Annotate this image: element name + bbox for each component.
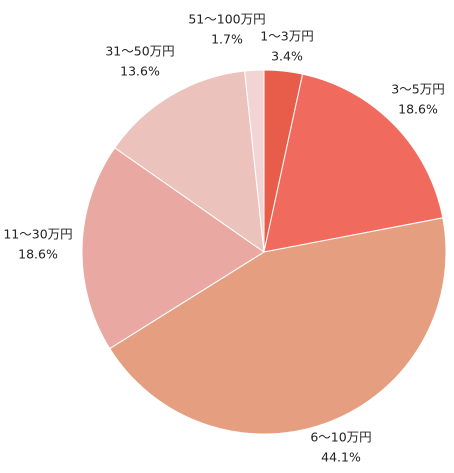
slice-value-label: 1.7%	[211, 32, 243, 47]
slice-value-label: 3.4%	[271, 49, 303, 64]
slice-value-label: 18.6%	[398, 102, 438, 117]
slice-label: 1～3万円	[260, 29, 313, 44]
slice-label: 11～30万円	[3, 227, 72, 242]
slice-value-label: 18.6%	[18, 247, 58, 262]
slice-label: 51～100万円	[188, 12, 265, 27]
slice-label: 31～50万円	[105, 44, 174, 59]
slice-value-label: 13.6%	[120, 64, 160, 79]
pie-slice	[109, 217, 447, 435]
slice-label: 6～10万円	[310, 430, 371, 445]
pie-slice	[263, 73, 444, 253]
slice-value-label: 44.1%	[321, 450, 361, 465]
pie-slice	[114, 70, 265, 254]
pie-slice	[244, 69, 265, 253]
pie-slice	[81, 147, 265, 350]
slice-label: 3～5万円	[391, 82, 444, 97]
